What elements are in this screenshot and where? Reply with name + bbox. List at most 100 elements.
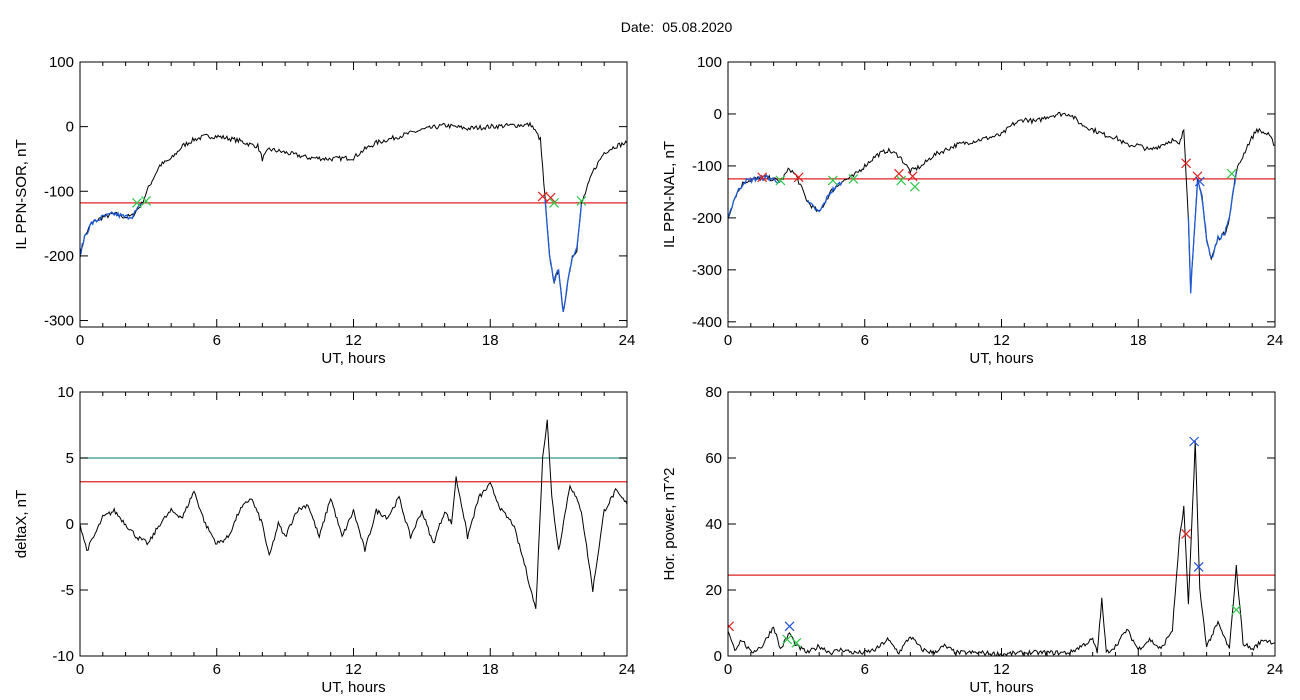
x-tick-label: 0 bbox=[76, 332, 84, 349]
event-marker bbox=[757, 172, 768, 183]
y-tick-label: 0 bbox=[66, 516, 74, 533]
plot-area bbox=[80, 419, 627, 609]
x-axis-label: UT, hours bbox=[321, 679, 385, 696]
y-tick-label: 5 bbox=[66, 450, 74, 467]
x-tick-label: 12 bbox=[345, 661, 362, 678]
y-tick-label: 0 bbox=[714, 648, 722, 665]
x-tick-label: 0 bbox=[724, 332, 732, 349]
chart-p2: 0 6 12 18 24 100 0 -100 -200 -300 -400 UT, hours IL … bbox=[661, 54, 1283, 367]
event-marker bbox=[549, 197, 559, 208]
data-trace bbox=[728, 440, 1275, 656]
event-marker bbox=[793, 172, 804, 183]
event-marker bbox=[1194, 176, 1205, 187]
x-tick-label: 18 bbox=[482, 332, 499, 349]
plot-frame bbox=[727, 61, 1276, 328]
event-marker bbox=[1193, 561, 1204, 572]
event-marker bbox=[791, 637, 802, 648]
y-tick-label: 40 bbox=[705, 516, 722, 533]
event-marker bbox=[782, 634, 793, 645]
chart-p3: 0 6 12 18 24 10 5 0 -5 -10 UT, hours deltaX, nT bbox=[13, 384, 635, 696]
y-tick-label: -200 bbox=[44, 248, 74, 265]
plot-frame bbox=[79, 391, 628, 657]
plot-area bbox=[728, 436, 1275, 656]
plot-area bbox=[80, 121, 627, 313]
event-marker bbox=[775, 175, 786, 186]
x-axis-label: UT, hours bbox=[969, 350, 1033, 367]
highlight-segment bbox=[807, 181, 843, 213]
x-tick-label: 18 bbox=[1130, 332, 1147, 349]
y-tick-label: 20 bbox=[705, 582, 722, 599]
event-marker bbox=[827, 175, 838, 186]
chart-date-title: Date: 05.08.2020 bbox=[0, 19, 1300, 35]
date-label: Date: bbox=[620, 19, 655, 35]
y-tick-label: -300 bbox=[692, 262, 722, 279]
y-tick-label: 0 bbox=[66, 119, 74, 136]
y-axis-label: deltaX, nT bbox=[13, 490, 30, 558]
event-marker bbox=[728, 621, 735, 632]
event-marker bbox=[1231, 604, 1242, 615]
date-value: 05.08.2020 bbox=[662, 19, 733, 35]
y-tick-label: 100 bbox=[49, 54, 74, 71]
x-axis-label: UT, hours bbox=[321, 350, 385, 367]
x-tick-label: 6 bbox=[213, 661, 221, 678]
event-marker bbox=[576, 196, 587, 206]
x-tick-label: 0 bbox=[76, 661, 84, 678]
event-marker bbox=[896, 175, 907, 186]
plot-area bbox=[728, 111, 1275, 294]
y-tick-label: 100 bbox=[697, 54, 722, 71]
x-tick-label: 24 bbox=[1267, 332, 1284, 349]
event-marker bbox=[784, 621, 795, 632]
event-marker bbox=[909, 181, 920, 192]
x-tick-label: 12 bbox=[345, 332, 362, 349]
y-tick-label: -100 bbox=[692, 158, 722, 175]
highlight-segment bbox=[80, 203, 142, 255]
x-tick-label: 18 bbox=[1130, 661, 1147, 678]
data-trace bbox=[80, 419, 627, 609]
event-marker bbox=[1181, 528, 1192, 539]
event-marker bbox=[545, 192, 556, 203]
y-axis-label: IL PPN-SOR, nT bbox=[13, 139, 30, 249]
y-tick-label: -100 bbox=[44, 183, 74, 200]
y-axis-label: Hor. power, nT^2 bbox=[661, 468, 678, 581]
highlight-segment bbox=[728, 174, 781, 220]
x-tick-label: 12 bbox=[993, 332, 1010, 349]
event-marker bbox=[537, 191, 548, 202]
y-axis-label: IL PPN-NAL, nT bbox=[661, 141, 678, 248]
y-tick-label: 0 bbox=[714, 106, 722, 123]
y-tick-label: 60 bbox=[705, 450, 722, 467]
highlight-segment bbox=[1187, 171, 1237, 294]
y-tick-label: -200 bbox=[692, 210, 722, 227]
chart-p4: 0 6 12 18 24 80 60 40 20 0 UT, hours Hor. power, nT… bbox=[661, 384, 1283, 696]
x-tick-label: 0 bbox=[724, 661, 732, 678]
x-tick-label: 6 bbox=[213, 332, 221, 349]
highlight-segment bbox=[544, 199, 583, 312]
event-marker bbox=[132, 197, 142, 208]
data-trace bbox=[728, 111, 1275, 291]
x-tick-label: 6 bbox=[861, 661, 869, 678]
y-tick-label: -5 bbox=[61, 582, 74, 599]
x-tick-label: 24 bbox=[1267, 661, 1284, 678]
y-tick-label: -300 bbox=[44, 313, 74, 330]
x-tick-label: 12 bbox=[993, 661, 1010, 678]
x-tick-label: 24 bbox=[619, 661, 636, 678]
y-tick-label: -10 bbox=[52, 648, 74, 665]
event-marker bbox=[1192, 171, 1203, 182]
event-marker bbox=[848, 173, 859, 184]
x-tick-label: 18 bbox=[482, 661, 499, 678]
y-tick-label: -400 bbox=[692, 314, 722, 331]
plot-frame bbox=[727, 391, 1276, 657]
event-marker bbox=[1181, 158, 1192, 169]
y-tick-label: 80 bbox=[705, 384, 722, 401]
event-marker bbox=[141, 196, 152, 206]
event-marker bbox=[894, 168, 904, 179]
event-marker bbox=[1226, 168, 1237, 179]
x-tick-label: 6 bbox=[861, 332, 869, 349]
y-tick-label: 10 bbox=[57, 384, 74, 401]
event-marker bbox=[907, 171, 918, 182]
chart-p1: 0 6 12 18 24 100 0 -100 -200 -300 UT, hours IL PPN-… bbox=[13, 54, 635, 367]
data-trace bbox=[80, 121, 627, 313]
x-tick-label: 24 bbox=[619, 332, 636, 349]
event-marker bbox=[1189, 436, 1200, 447]
x-axis-label: UT, hours bbox=[969, 679, 1033, 696]
